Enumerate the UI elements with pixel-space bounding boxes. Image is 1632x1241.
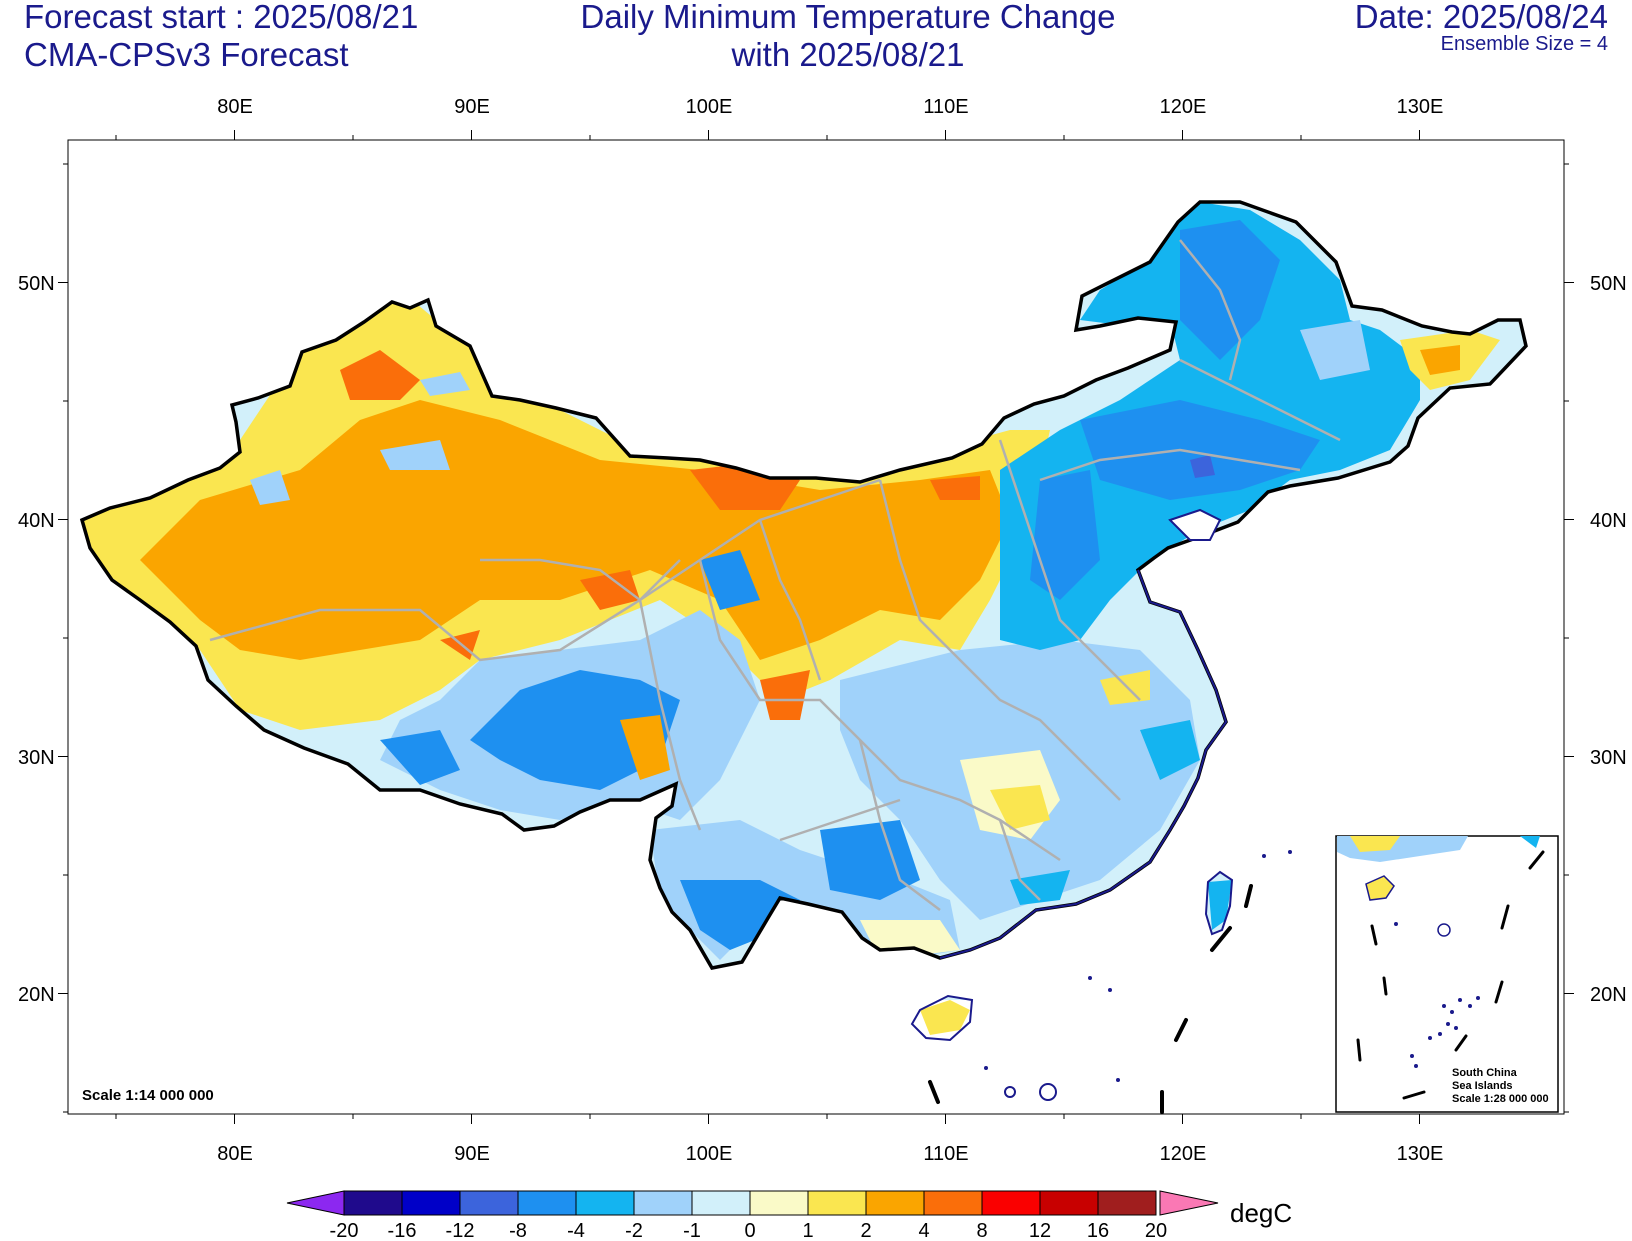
colorbar-swatch bbox=[633, 1190, 693, 1216]
colorbar-label: 1 bbox=[802, 1220, 813, 1241]
lat-label-left: 50N bbox=[18, 273, 55, 295]
colorbar-swatch bbox=[749, 1190, 809, 1216]
colorbar-label: 4 bbox=[918, 1220, 929, 1241]
coastline bbox=[939, 569, 1228, 959]
colorbar-label: 8 bbox=[976, 1220, 987, 1241]
color-bar: -20 -16 -12 -8 -4 -2 -1 0 1 2 4 8 12 16 20 degC bbox=[286, 1190, 1292, 1241]
lat-label-left: 30N bbox=[18, 747, 55, 769]
colorbar-swatch bbox=[981, 1190, 1041, 1216]
lat-label-right: 40N bbox=[1590, 510, 1627, 532]
colorbar-label: 16 bbox=[1087, 1220, 1109, 1241]
longitude-labels-top: 80E 90E 100E 110E 120E 130E bbox=[217, 96, 1443, 118]
colorbar-swatch bbox=[923, 1190, 983, 1216]
colorbar-label: 0 bbox=[744, 1220, 755, 1241]
south-china-sea-inset: South China Sea Islands Scale 1:28 000 0… bbox=[1335, 835, 1559, 1113]
inset-label-line2: Sea Islands bbox=[1452, 1080, 1513, 1092]
lon-label-bottom: 80E bbox=[217, 1143, 253, 1165]
colorbar-label: -16 bbox=[388, 1220, 417, 1241]
colorbar-low-arrow bbox=[286, 1190, 345, 1216]
colorbar-label: -8 bbox=[509, 1220, 527, 1241]
forecast-start-header: Forecast start : 2025/08/21 CMA-CPSv3 Fo… bbox=[24, 0, 418, 74]
lon-label-bottom: 90E bbox=[454, 1143, 490, 1165]
colorbar-swatch bbox=[1097, 1190, 1157, 1216]
colorbar-swatch bbox=[691, 1190, 751, 1216]
map-scale-label: Scale 1:14 000 000 bbox=[82, 1087, 214, 1104]
dashed-maritime-line bbox=[928, 884, 1253, 1114]
colorbar-unit: degC bbox=[1230, 1198, 1292, 1228]
colorbar-high-arrow bbox=[1159, 1190, 1219, 1216]
latitude-labels-right: 50N 40N 30N 20N bbox=[1590, 273, 1627, 1006]
province-borders bbox=[209, 239, 1341, 911]
taiwan-island bbox=[1204, 870, 1234, 936]
lon-label-top: 90E bbox=[454, 96, 490, 118]
colorbar-swatch bbox=[459, 1190, 519, 1216]
colorbar-swatch bbox=[807, 1190, 867, 1216]
valid-date-text: Date: 2025/08/24 bbox=[1354, 0, 1608, 35]
inset-label-line3: Scale 1:28 000 000 bbox=[1452, 1093, 1549, 1105]
colorbar-swatch bbox=[575, 1190, 635, 1216]
lon-label-top: 110E bbox=[923, 96, 968, 118]
lon-label-top: 100E bbox=[686, 96, 733, 118]
colorbar-label: -12 bbox=[446, 1220, 475, 1241]
valid-date-header: Date: 2025/08/24 bbox=[1355, 0, 1608, 36]
colorbar-swatch bbox=[865, 1190, 925, 1216]
lon-label-top: 80E bbox=[217, 96, 253, 118]
lon-label-bottom: 120E bbox=[1160, 1143, 1207, 1165]
ensemble-size-text: Ensemble Size = 4 bbox=[1440, 33, 1608, 55]
map-frame bbox=[67, 139, 1565, 1115]
bohai-bay bbox=[1168, 508, 1222, 541]
colorbar-swatch bbox=[1039, 1190, 1099, 1216]
colorbar-swatch bbox=[401, 1190, 461, 1216]
inset-frame bbox=[1335, 835, 1559, 1113]
islands-dots bbox=[984, 850, 1292, 1101]
lat-label-right: 30N bbox=[1590, 747, 1627, 769]
colorbar-label: 2 bbox=[860, 1220, 871, 1241]
colorbar-label: 12 bbox=[1029, 1220, 1051, 1241]
lat-label-right: 20N bbox=[1590, 984, 1627, 1006]
lat-label-left: 40N bbox=[18, 510, 55, 532]
colorbar-swatch bbox=[343, 1190, 403, 1216]
map-title: Daily Minimum Temperature Change with 20… bbox=[560, 0, 1136, 74]
temperature-field bbox=[82, 202, 1526, 1035]
colorbar-label: -2 bbox=[625, 1220, 643, 1241]
lon-label-bottom: 130E bbox=[1397, 1143, 1444, 1165]
inset-label-line1: South China bbox=[1452, 1067, 1518, 1079]
colorbar-label: -1 bbox=[683, 1220, 701, 1241]
hainan-island bbox=[910, 994, 974, 1042]
lat-label-left: 20N bbox=[18, 984, 55, 1006]
colorbar-label: -20 bbox=[330, 1220, 359, 1241]
colorbar-label: 20 bbox=[1145, 1220, 1167, 1241]
lon-label-top: 120E bbox=[1160, 96, 1207, 118]
model-name-text: CMA-CPSv3 Forecast bbox=[24, 36, 349, 73]
lat-label-right: 50N bbox=[1590, 273, 1627, 295]
longitude-labels-bottom: 80E 90E 100E 110E 120E 130E bbox=[217, 1143, 1443, 1165]
latitude-labels-left: 50N 40N 30N 20N bbox=[18, 273, 55, 1006]
lon-label-bottom: 110E bbox=[923, 1143, 968, 1165]
colorbar-label: -4 bbox=[567, 1220, 585, 1241]
colorbar-swatch bbox=[517, 1190, 577, 1216]
lon-label-bottom: 100E bbox=[686, 1143, 733, 1165]
forecast-start-text: Forecast start : 2025/08/21 bbox=[24, 0, 419, 35]
map-title-line1: Daily Minimum Temperature Change bbox=[580, 0, 1116, 35]
map-title-line2: with 2025/08/21 bbox=[731, 36, 965, 73]
tick-marks bbox=[58, 130, 1574, 1124]
lon-label-top: 130E bbox=[1397, 96, 1444, 118]
